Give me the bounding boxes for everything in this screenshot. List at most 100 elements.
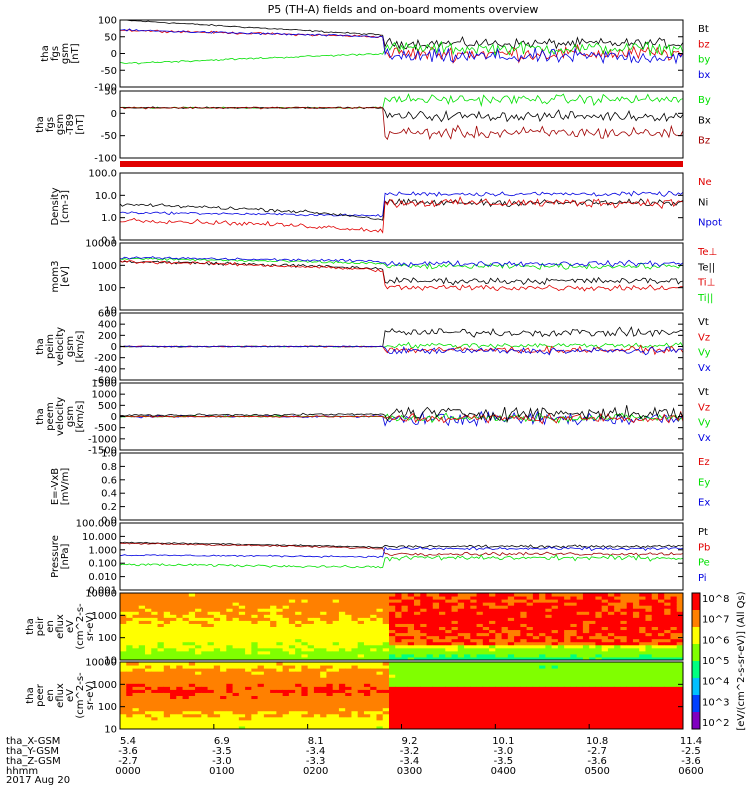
spectrogram-cell xyxy=(288,599,296,603)
spectrogram-cell xyxy=(426,626,434,631)
spectrogram-cell xyxy=(326,644,334,649)
spectrogram-cell xyxy=(326,698,334,703)
spectrogram-cell xyxy=(445,647,453,652)
spectrogram-cell xyxy=(501,653,509,658)
spectrogram-cell xyxy=(388,713,396,718)
spectrogram-cell xyxy=(226,698,234,703)
spectrogram-cell xyxy=(595,668,603,672)
spectrogram-cell xyxy=(582,593,590,597)
spectrogram-cell xyxy=(376,671,384,675)
spectrogram-cell xyxy=(501,689,509,693)
spectrogram-cell xyxy=(363,611,371,615)
spectrogram-cell xyxy=(332,626,340,631)
spectrogram-cell xyxy=(576,641,584,646)
spectrogram-cell xyxy=(182,686,190,690)
spectrogram-cell xyxy=(345,671,352,675)
spectrogram-cell xyxy=(182,620,190,624)
spectrogram-cell xyxy=(270,623,277,627)
spectrogram-cell xyxy=(651,680,659,684)
spectrogram-cell xyxy=(163,650,171,655)
spectrogram-cell xyxy=(363,668,371,672)
spectrogram-cell xyxy=(401,719,409,724)
spectrogram-cell xyxy=(282,608,290,612)
spectrogram-cell xyxy=(589,596,596,600)
spectrogram-cell xyxy=(332,668,340,672)
spectrogram-cell xyxy=(251,686,259,690)
spectrogram-cell xyxy=(201,680,209,684)
spectrogram-cell xyxy=(501,647,509,652)
spectrogram-cell xyxy=(257,695,265,700)
spectrogram-cell xyxy=(288,653,296,658)
spectrogram-cell xyxy=(388,629,396,634)
spectrogram-cell xyxy=(207,686,215,690)
spectrogram-cell xyxy=(295,626,302,631)
spectrogram-cell xyxy=(564,620,571,624)
spectrogram-cell xyxy=(376,674,384,678)
spectrogram-cell xyxy=(120,632,127,637)
spectrogram-cell xyxy=(326,695,334,700)
spectrogram-cell xyxy=(676,611,684,615)
spectrogram-cell xyxy=(470,620,478,624)
spectrogram-cell xyxy=(620,692,628,696)
spectrogram-cell xyxy=(514,707,521,712)
spectrogram-cell xyxy=(582,632,590,637)
spectrogram-cell xyxy=(620,608,628,612)
spectrogram-cell xyxy=(414,629,421,634)
spectrogram-cell xyxy=(370,620,377,624)
spectrogram-cell xyxy=(420,680,428,684)
spectrogram-cell xyxy=(370,626,377,631)
spectrogram-cell xyxy=(520,632,528,637)
spectrogram-cell xyxy=(507,647,515,652)
spectrogram-cell xyxy=(507,650,515,655)
spectrogram-cell xyxy=(401,596,409,600)
spectrogram-cell xyxy=(370,653,377,658)
legend-bz: bz xyxy=(698,39,710,50)
spectrogram-cell xyxy=(626,677,634,681)
spectrogram-cell xyxy=(145,692,152,696)
spectrogram-cell xyxy=(651,704,659,709)
spectrogram-cell xyxy=(357,647,365,652)
spectrogram-cell xyxy=(470,605,478,609)
spectrogram-cell xyxy=(676,710,684,715)
spectrogram-cell xyxy=(545,614,553,618)
spectrogram-cell xyxy=(657,716,665,721)
spectrogram-cell xyxy=(632,596,640,600)
spectrogram-cell xyxy=(564,623,571,627)
spectrogram-cell xyxy=(207,689,215,693)
spectrogram-cell xyxy=(657,689,665,693)
spectrogram-cell xyxy=(263,692,271,696)
spectrogram-cell xyxy=(539,635,546,640)
spectrogram-cell xyxy=(120,608,127,612)
spectrogram-cell xyxy=(445,638,453,643)
footer-row-label: tha_X-GSM xyxy=(6,736,60,747)
spectrogram-cell xyxy=(570,617,578,621)
spectrogram-cell xyxy=(632,704,640,709)
spectrogram-cell xyxy=(213,614,221,618)
spectrogram-cell xyxy=(195,593,202,597)
spectrogram-cell xyxy=(432,710,440,715)
spectrogram-cell xyxy=(526,641,534,646)
spectrogram-cell xyxy=(482,647,490,652)
spectrogram-cell xyxy=(338,647,346,652)
spectrogram-cell xyxy=(370,686,377,690)
spectrogram-cell xyxy=(670,650,678,655)
spectrogram-cell xyxy=(464,695,471,700)
spectrogram-cell xyxy=(257,704,265,709)
spectrogram-cell xyxy=(651,605,659,609)
spectrogram-cell xyxy=(420,596,428,600)
spectrogram-cell xyxy=(489,668,496,672)
spectrogram-cell xyxy=(313,638,321,643)
spectrogram-cell xyxy=(151,647,159,652)
spectrogram-cell xyxy=(551,716,559,721)
spectrogram-cell xyxy=(201,632,209,637)
spectrogram-cell xyxy=(414,716,421,721)
spectrogram-cell xyxy=(526,716,534,721)
spectrogram-cell xyxy=(407,641,415,646)
spectrogram-cell xyxy=(338,725,346,730)
footer-value: -3.3 xyxy=(306,756,326,767)
spectrogram-cell xyxy=(526,638,534,643)
spectrogram-cell xyxy=(376,629,384,634)
spectrogram-cell xyxy=(676,662,684,666)
spectrogram-cell xyxy=(226,686,234,690)
spectrogram-cell xyxy=(320,638,327,643)
